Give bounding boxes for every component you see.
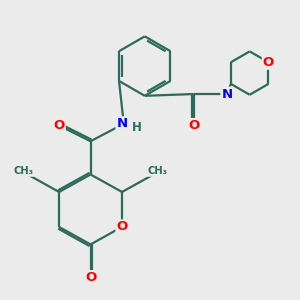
Text: H: H (132, 122, 142, 134)
Text: O: O (53, 119, 65, 132)
Text: N: N (221, 88, 233, 100)
Text: O: O (263, 56, 274, 69)
Text: CH₃: CH₃ (148, 166, 168, 176)
Text: O: O (116, 220, 128, 233)
Text: O: O (85, 271, 96, 284)
Text: CH₃: CH₃ (14, 166, 33, 176)
Text: O: O (188, 119, 199, 132)
Text: N: N (116, 117, 128, 130)
